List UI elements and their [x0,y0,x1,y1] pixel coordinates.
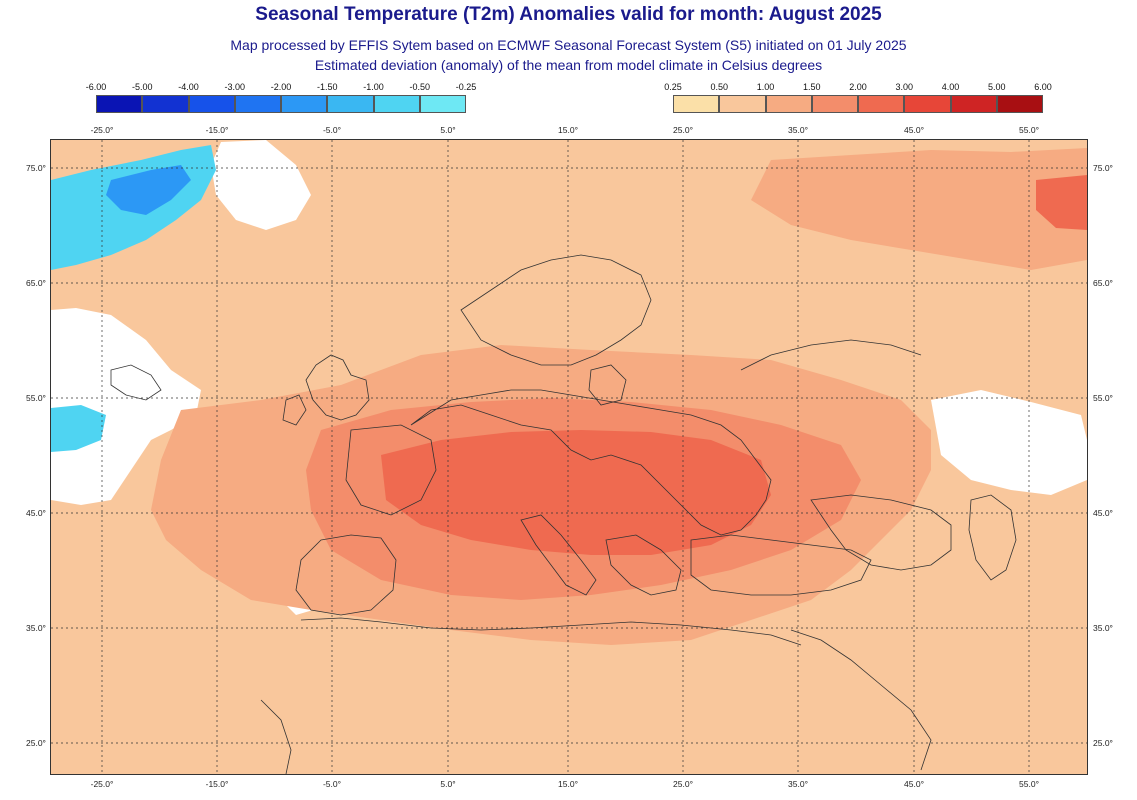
legend-cold-swatch [234,95,281,113]
legend-warm-swatch [950,95,997,113]
legend-cold-swatch [281,95,328,113]
legend-warm: 0.25 0.50 1.00 1.50 2.00 3.00 4.00 5.00 6.00 [664,82,1052,122]
longitude-label: -25.0° [90,125,114,135]
longitude-label: 35.0° [788,125,808,135]
page-title: Seasonal Temperature (T2m) Anomalies val… [255,4,882,25]
anomaly-france-balkans [381,430,771,555]
anomaly-northeast-band [751,148,1087,270]
legend-warm-swatch [719,95,766,113]
longitude-label: 45.0° [904,779,924,789]
legend-warm-label: 2.00 [849,82,867,92]
longitude-label: 15.0° [558,125,578,135]
longitude-label: 55.0° [1019,125,1039,135]
anomaly-map [51,140,1087,774]
legend-warm-label: 0.25 [664,82,682,92]
legend-cold-label: -0.25 [455,82,477,92]
latitude-label: 35.0° [26,623,46,633]
longitude-label: -25.0° [90,779,114,789]
longitude-label: 5.0° [440,125,456,135]
legend-warm-swatch [765,95,812,113]
legend-cold-swatch [419,95,466,113]
anomaly-north-atlantic-cold-core [106,165,191,215]
anomaly-northeast-warm [1036,175,1087,230]
latitude-label: 45.0° [1093,508,1113,518]
map-subtitle-processing: Map processed by EFFIS Sytem based on EC… [230,37,907,53]
latitude-label: 25.0° [1093,738,1113,748]
legend-cold-label: -1.50 [316,82,338,92]
longitude-label: -15.0° [205,779,229,789]
legend-cold-swatch [142,95,189,113]
legend-cold-swatch [188,95,235,113]
latitude-label: 55.0° [26,393,46,403]
legend-warm-swatch [858,95,905,113]
longitude-label: -5.0° [322,125,342,135]
latitude-label: 65.0° [1093,278,1113,288]
neutral-area-caspian [931,390,1087,495]
latitude-label: 45.0° [26,508,46,518]
longitude-label: 45.0° [904,125,924,135]
legend-warm-label: 4.00 [941,82,960,92]
neutral-area-greenland-sea [211,140,311,230]
longitude-label: 35.0° [788,779,808,789]
legend-cold-label: -0.50 [409,82,431,92]
legend-warm-label: 6.00 [1034,82,1052,92]
legend-warm-label: 1.50 [802,82,821,92]
legend-warm-label: 1.00 [756,82,775,92]
longitude-label: -5.0° [322,779,342,789]
map-coastlines [110,254,1017,774]
legend-cold-label: -1.00 [363,82,384,92]
latitude-label: 35.0° [1093,623,1113,633]
latitude-label: 25.0° [26,738,46,748]
latitude-label: 65.0° [26,278,46,288]
legend-warm-label: 3.00 [895,82,914,92]
legend-cold-label: -3.00 [224,82,246,92]
legend-cold-swatch [327,95,374,113]
legend-warm-label: 5.00 [987,82,1006,92]
legend-warm-swatch [811,95,858,113]
legend-cold-label: -2.00 [270,82,292,92]
latitude-label: 75.0° [26,163,46,173]
legend-cold-swatch [96,95,143,113]
anomaly-west-cold-spot [51,405,106,452]
neutral-area-northwest [51,308,201,505]
legend-cold-swatch [373,95,420,113]
longitude-label: 25.0° [673,779,693,789]
longitude-label: -15.0° [205,125,229,135]
latitude-label: 75.0° [1093,163,1113,173]
longitude-label: 15.0° [558,779,578,789]
legend-cold-label: -5.00 [131,82,153,92]
latitude-label: 55.0° [1093,393,1113,403]
legend-warm-swatch [904,95,951,113]
legend-warm-swatch [673,95,720,113]
legend-cold-label: -4.00 [178,82,199,92]
legend-warm-label: 0.50 [710,82,729,92]
legend-cold: -6.00 -5.00 -4.00 -3.00 -2.00 -1.50 -1.00 -0.50… [86,82,476,122]
longitude-label: 55.0° [1019,779,1039,789]
legend-warm-swatch [996,95,1043,113]
map-graticule [51,140,1087,774]
longitude-label: 5.0° [440,779,456,789]
legend-cold-label: -6.00 [85,82,107,92]
longitude-label: 25.0° [673,125,693,135]
map-subtitle-units: Estimated deviation (anomaly) of the mea… [314,57,823,73]
